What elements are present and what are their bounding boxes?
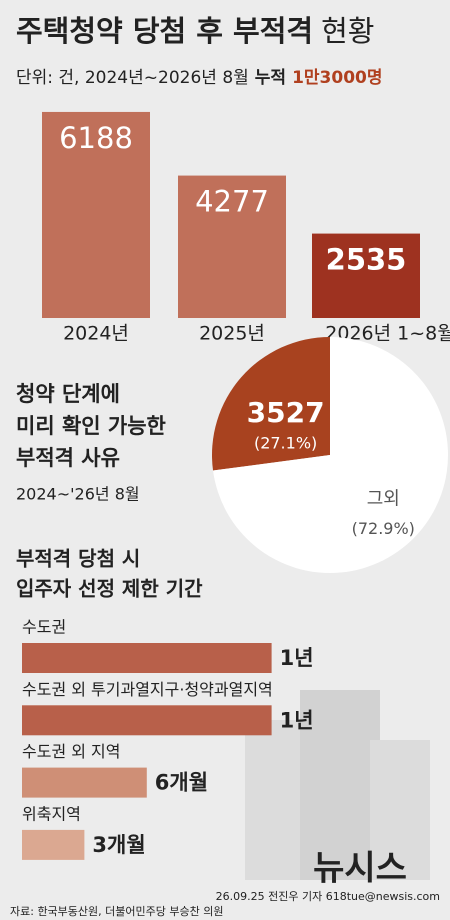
pie-title: 청약 단계에 <box>16 382 120 406</box>
x-tick-label: 2025년 <box>199 323 265 345</box>
bar-value-label: 4277 <box>195 185 269 219</box>
x-tick-label: 2026년 1~8월 <box>325 323 450 345</box>
logo: 뉴시스 <box>313 849 407 889</box>
bar <box>42 111 150 318</box>
bar-value-label: 2535 <box>326 243 407 277</box>
x-tick-label: 2024년 <box>63 323 129 345</box>
hbar-value-label: 3개월 <box>92 833 145 857</box>
hbar <box>22 705 272 736</box>
bar <box>312 233 420 318</box>
hbar-category-label: 수도권 외 지역 <box>22 742 121 761</box>
unit-line: 단위: 건, 2024년~2026년 8월 누적 1만3000명 <box>16 68 383 88</box>
pie-subtitle: 2024~'26년 8월 <box>16 485 140 504</box>
hbar-title: 부적격 당첨 시 <box>16 547 140 571</box>
title: 주택청약 당첨 후 부적격 현황 <box>16 14 374 48</box>
pie-title: 미리 확인 가능한 <box>16 414 166 438</box>
total-label: 누적 <box>255 68 286 88</box>
title-end: 현황 <box>321 14 374 48</box>
hbar-value-label: 6개월 <box>155 771 208 795</box>
building-illustration <box>245 690 430 880</box>
bar <box>178 175 286 318</box>
pie-count-label: 3527 <box>247 396 325 429</box>
pie-slice <box>211 337 330 471</box>
hbar-value-label: 1년 <box>280 646 314 670</box>
hbar-category-label: 수도권 <box>22 618 66 637</box>
pie-value-label: (72.9%) <box>352 519 415 538</box>
credit: 26.09.25 전진우 기자 618tue@newsis.com <box>216 890 440 903</box>
pie-title: 부적격 사유 <box>16 446 120 470</box>
hbar-title: 입주자 선정 제한 기간 <box>16 577 203 601</box>
source: 자료: 한국부동산원, 더불어민주당 부승찬 의원 <box>10 904 223 918</box>
pie-slice <box>213 337 449 574</box>
hbar <box>22 643 272 673</box>
hbar <box>22 829 85 860</box>
hbar-category-label: 위축지역 <box>22 804 81 823</box>
title-main: 주택청약 당첨 후 부적격 <box>16 14 313 48</box>
hbar-value-label: 1년 <box>280 708 314 732</box>
hbar <box>22 767 147 798</box>
pie-category-label: 그외 <box>367 489 400 510</box>
total: 1만3000명 <box>292 68 382 88</box>
unit: 단위: 건, 2024년~2026년 8월 <box>16 68 249 88</box>
hbar-category-label: 수도권 외 투기과열지구·청약과열지역 <box>22 680 273 699</box>
bar-value-label: 6188 <box>59 121 133 155</box>
pie-value-label: (27.1%) <box>254 434 317 453</box>
